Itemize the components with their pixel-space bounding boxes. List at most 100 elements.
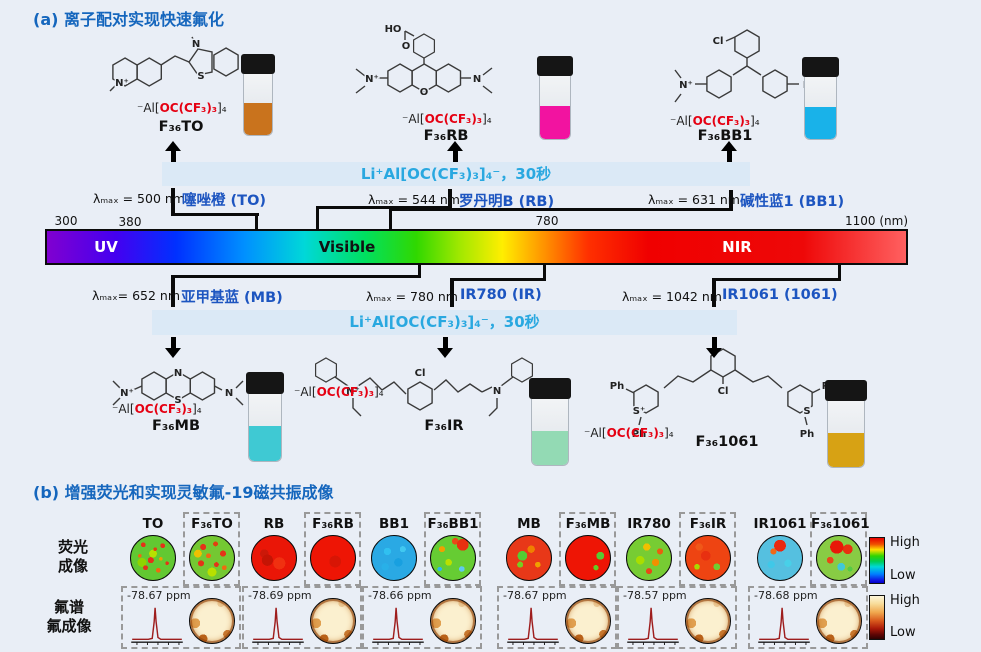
vial-liquid (828, 432, 864, 467)
connector-line (418, 264, 421, 278)
dye-name-mb: 亚甲基蓝 (MB) (181, 290, 283, 306)
row-label-nmr: 氟谱 氟成像 (36, 598, 102, 636)
lambda-max-ir1061: λₘₐₓ = 1042 nm (622, 289, 722, 304)
f19-mri-disc (310, 598, 356, 644)
counterion-red: OC(CF₃)₃ (692, 114, 751, 128)
vial-cap (537, 56, 573, 77)
nmr-spectrum (757, 607, 811, 646)
vial-glass (248, 393, 282, 462)
f36-header: F₃₆TO (191, 516, 233, 532)
vial-cap (246, 372, 284, 394)
atom-label: S (197, 71, 204, 82)
row-label-line: 氟谱 (53, 598, 84, 616)
dashed-box-f36 (559, 512, 616, 586)
dye-header: MB (517, 516, 541, 532)
label-divider (729, 190, 733, 210)
up-arrow (165, 141, 181, 162)
vial-liquid (805, 106, 836, 139)
dashed-box-nmr (121, 586, 241, 649)
compound-name-f361061: F₃₆1061 (695, 434, 759, 450)
connector-line (838, 264, 841, 281)
row-label-line: 成像 (57, 557, 88, 575)
dye-header: BB1 (379, 516, 409, 532)
up-arrow (447, 141, 463, 162)
dye-header: TO (142, 516, 164, 532)
vial-f36ir (529, 378, 571, 466)
compound-name-f36rb: F₃₆RB (423, 128, 469, 144)
counterion-pre: ⁻Al[ (137, 101, 160, 115)
vial-glass (539, 76, 571, 140)
atom-label: N⁺ (346, 386, 360, 397)
counterion-red: OC(CF₃)₃ (134, 402, 193, 416)
vial-liquid (244, 103, 272, 135)
structure-f36mb: N S N⁺ N (112, 367, 244, 408)
f36-header: F₃₆1061 (811, 516, 870, 532)
reaction-banner-top: Li⁺Al[OC(CF₃)₃]₄⁻，30秒 (162, 162, 750, 186)
fluorescence-image-disc-f36 (310, 535, 356, 581)
compound-name-f36ir: F₃₆IR (424, 418, 464, 434)
nmr-spectrum (130, 607, 184, 646)
atom-label: HO (385, 24, 402, 35)
down-arrow (706, 337, 722, 358)
vial-liquid (249, 425, 281, 461)
fluorescence-image-disc (130, 535, 176, 581)
label-divider (171, 188, 175, 215)
connector-line (316, 206, 319, 230)
colorbar-low-label: Low (890, 568, 916, 583)
mri-colorbar (869, 595, 885, 640)
counterion-red: OC(CF₃)₃ (606, 426, 665, 440)
f36-header: F₃₆RB (312, 516, 354, 532)
label-divider (171, 275, 175, 307)
counterion-pre: ⁻Al[ (670, 114, 693, 128)
dye-name-bb1: 碱性蓝1 (BB1) (740, 194, 845, 210)
panel-b-group-rb: RB F₃₆RB -78.69 ppm (242, 512, 364, 650)
tick-300: 300 (54, 214, 78, 228)
counterion-label: ⁻Al[OC(CF₃)₃]₄ (584, 426, 674, 440)
fluorescence-image-disc (757, 535, 803, 581)
vial-cap (802, 57, 839, 77)
dashed-box-nmr (242, 586, 362, 649)
ppm-label: -78.66 ppm (368, 589, 432, 602)
vial-cap (529, 378, 571, 400)
vial-f36bb1 (802, 57, 839, 140)
vial-glass (531, 399, 569, 466)
atom-label: S (803, 406, 810, 417)
down-arrow (437, 337, 453, 358)
nmr-spectrum (251, 607, 305, 646)
colorbar-low-label: Low (890, 625, 916, 640)
counterion-post: ]₄ (192, 402, 202, 416)
down-arrow (165, 337, 181, 358)
counterion-post: ]₄ (482, 112, 492, 126)
atom-label: N⁺ (115, 78, 129, 89)
connector-line (389, 208, 733, 211)
dye-name-to: 噻唑橙 (TO) (182, 193, 267, 209)
counterion-post: ]₄ (750, 114, 760, 128)
panel-b-group-bb1: BB1 F₃₆BB1 -78.66 ppm (362, 512, 484, 650)
atom-label: N⁺ (365, 74, 379, 85)
dashed-box-nmr (497, 586, 617, 649)
structure-f36ir: Cl N⁺ N (314, 357, 534, 417)
atom-label: N (493, 386, 501, 397)
spectrum-bar (45, 229, 908, 265)
spectrum-region-nir: NIR (722, 238, 752, 256)
dye-header: IR780 (627, 516, 671, 532)
connector-line (172, 275, 421, 278)
row-label-line: 氟成像 (46, 617, 92, 635)
dye-header: IR1061 (753, 516, 807, 532)
spectrum-region-uv: UV (94, 238, 118, 256)
ppm-label: -78.67 ppm (503, 589, 567, 602)
panel-b-group-mb: MB F₃₆MB -78.67 ppm (497, 512, 619, 650)
connector-line (389, 208, 392, 230)
vial-f361061 (825, 380, 867, 468)
dye-name-ir1061: IR1061 (1061) (722, 287, 838, 303)
counterion-label: ⁻Al[OC(CF₃)₃]₄ (670, 114, 760, 128)
f19-mri-disc (685, 598, 731, 644)
lambda-max-rb: λₘₐₓ = 544 nm (368, 192, 460, 207)
tick-1100nm: 1100 (nm) (844, 214, 908, 228)
up-arrow (721, 141, 737, 162)
label-divider (448, 189, 452, 208)
dashed-box-nmr (362, 586, 482, 649)
f36-header: F₃₆BB1 (427, 516, 479, 532)
dashed-box-nmr (748, 586, 868, 649)
vial-glass (243, 73, 273, 136)
